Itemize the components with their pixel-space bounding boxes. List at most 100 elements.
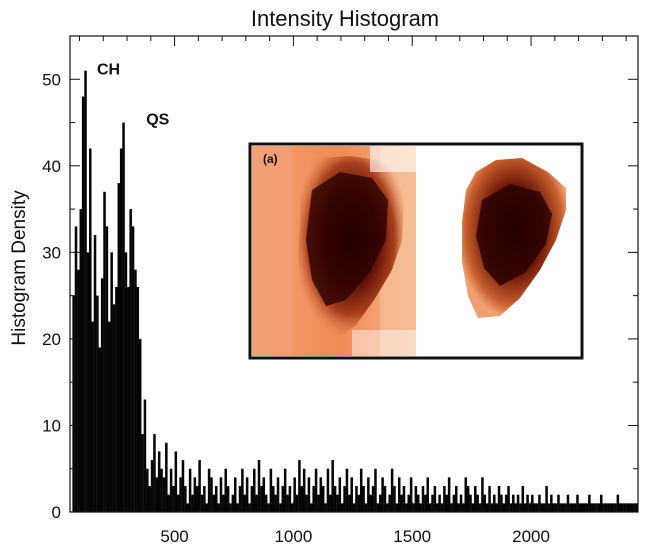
histogram-bar	[226, 486, 230, 512]
histogram-bar	[542, 503, 546, 512]
histogram-bar	[424, 494, 427, 512]
histogram-bar	[198, 460, 201, 512]
histogram-bar	[176, 494, 180, 512]
histogram-bar	[559, 503, 563, 512]
histogram-bar	[148, 486, 151, 512]
histogram-bar	[129, 209, 132, 512]
histogram-bar	[250, 486, 254, 512]
histogram-bar	[281, 486, 285, 512]
histogram-bar	[212, 494, 216, 512]
histogram-bar	[207, 468, 211, 512]
histogram-bar	[174, 451, 178, 512]
histogram-bar	[474, 486, 477, 512]
histogram-bar	[138, 338, 142, 512]
histogram-bar	[184, 486, 187, 512]
histogram-bar	[435, 503, 439, 512]
histogram-bar	[367, 477, 370, 512]
histogram-bar	[312, 486, 315, 512]
histogram-bars	[72, 70, 639, 513]
y-tick-label: 20	[42, 330, 61, 349]
histogram-bar	[224, 468, 228, 512]
histogram-bar	[295, 494, 299, 512]
histogram-bar	[416, 494, 420, 512]
histogram-bar	[96, 295, 99, 512]
histogram-bar	[440, 503, 444, 512]
histogram-bar	[222, 494, 225, 512]
histogram-bar	[552, 503, 555, 512]
histogram-bar	[103, 191, 106, 512]
histogram-bar	[100, 278, 104, 512]
histogram-bar	[374, 468, 377, 512]
histogram-bar	[488, 486, 491, 512]
histogram-bar	[428, 503, 432, 512]
histogram-bar	[150, 460, 154, 512]
inset-image: (a) (b)	[248, 142, 584, 360]
histogram-bar	[464, 477, 468, 512]
y-tick-label: 50	[42, 70, 61, 89]
histogram-bar	[607, 503, 610, 512]
histogram-bar	[538, 494, 541, 512]
histogram-bar	[388, 494, 391, 512]
histogram-bar	[146, 468, 149, 512]
histogram-bar	[466, 486, 470, 512]
histogram-bar	[483, 494, 487, 512]
histogram-bar	[476, 494, 479, 512]
histogram-bar	[369, 494, 372, 512]
chart-title: Intensity Histogram	[251, 6, 439, 31]
histogram-bar	[112, 304, 116, 512]
histogram-bar	[257, 460, 261, 512]
histogram-bar	[421, 486, 425, 512]
histogram-bar	[616, 494, 620, 512]
histogram-bar	[618, 503, 622, 512]
histogram-bar	[450, 503, 453, 512]
histogram-bar	[386, 503, 389, 512]
histogram-bar	[376, 503, 380, 512]
histogram-bar	[89, 148, 92, 512]
annotation-ch: CH	[97, 62, 120, 79]
histogram-bar	[110, 252, 113, 513]
histogram-bar	[279, 503, 282, 512]
histogram-bar	[350, 477, 353, 512]
x-axis-ticks: 500 1000 1500 2000	[79, 36, 627, 546]
histogram-bar	[381, 477, 384, 512]
histogram-bar	[79, 209, 83, 512]
histogram-bar	[336, 494, 339, 512]
histogram-bar	[81, 96, 85, 512]
histogram-bar	[326, 468, 330, 512]
histogram-bar	[502, 503, 506, 512]
y-tick-label: 30	[42, 243, 61, 262]
histogram-bar	[576, 494, 579, 512]
histogram-bar	[310, 503, 313, 512]
histogram-bar	[554, 503, 558, 512]
histogram-bar	[179, 477, 182, 512]
histogram-bar	[595, 503, 598, 512]
histogram-bar	[155, 477, 159, 512]
histogram-bar	[134, 269, 137, 512]
x-tick-label: 1000	[274, 527, 312, 546]
histogram-bar	[160, 468, 163, 512]
histogram-bar	[528, 503, 532, 512]
histogram-bar	[557, 494, 560, 512]
histogram-bar	[540, 503, 544, 512]
histogram-bar	[443, 486, 446, 512]
histogram-bar	[115, 286, 118, 512]
histogram-bar	[203, 486, 206, 512]
histogram-bar	[300, 486, 304, 512]
histogram-bar	[571, 503, 574, 512]
histogram-bar	[500, 494, 503, 512]
histogram-bar	[383, 486, 387, 512]
histogram-bar	[512, 494, 515, 512]
histogram-bar	[626, 503, 629, 512]
histogram-bar	[131, 226, 135, 512]
histogram-bar	[523, 503, 527, 512]
panel-a-label: (a)	[263, 152, 278, 166]
histogram-bar	[127, 286, 130, 512]
histogram-bar	[165, 442, 168, 512]
histogram-bar	[231, 494, 235, 512]
histogram-bar	[124, 252, 128, 513]
histogram-bar	[426, 477, 430, 512]
histogram-bar	[402, 486, 406, 512]
histogram-bar	[122, 122, 125, 513]
histogram-bar	[283, 468, 287, 512]
histogram-bar	[255, 494, 258, 512]
